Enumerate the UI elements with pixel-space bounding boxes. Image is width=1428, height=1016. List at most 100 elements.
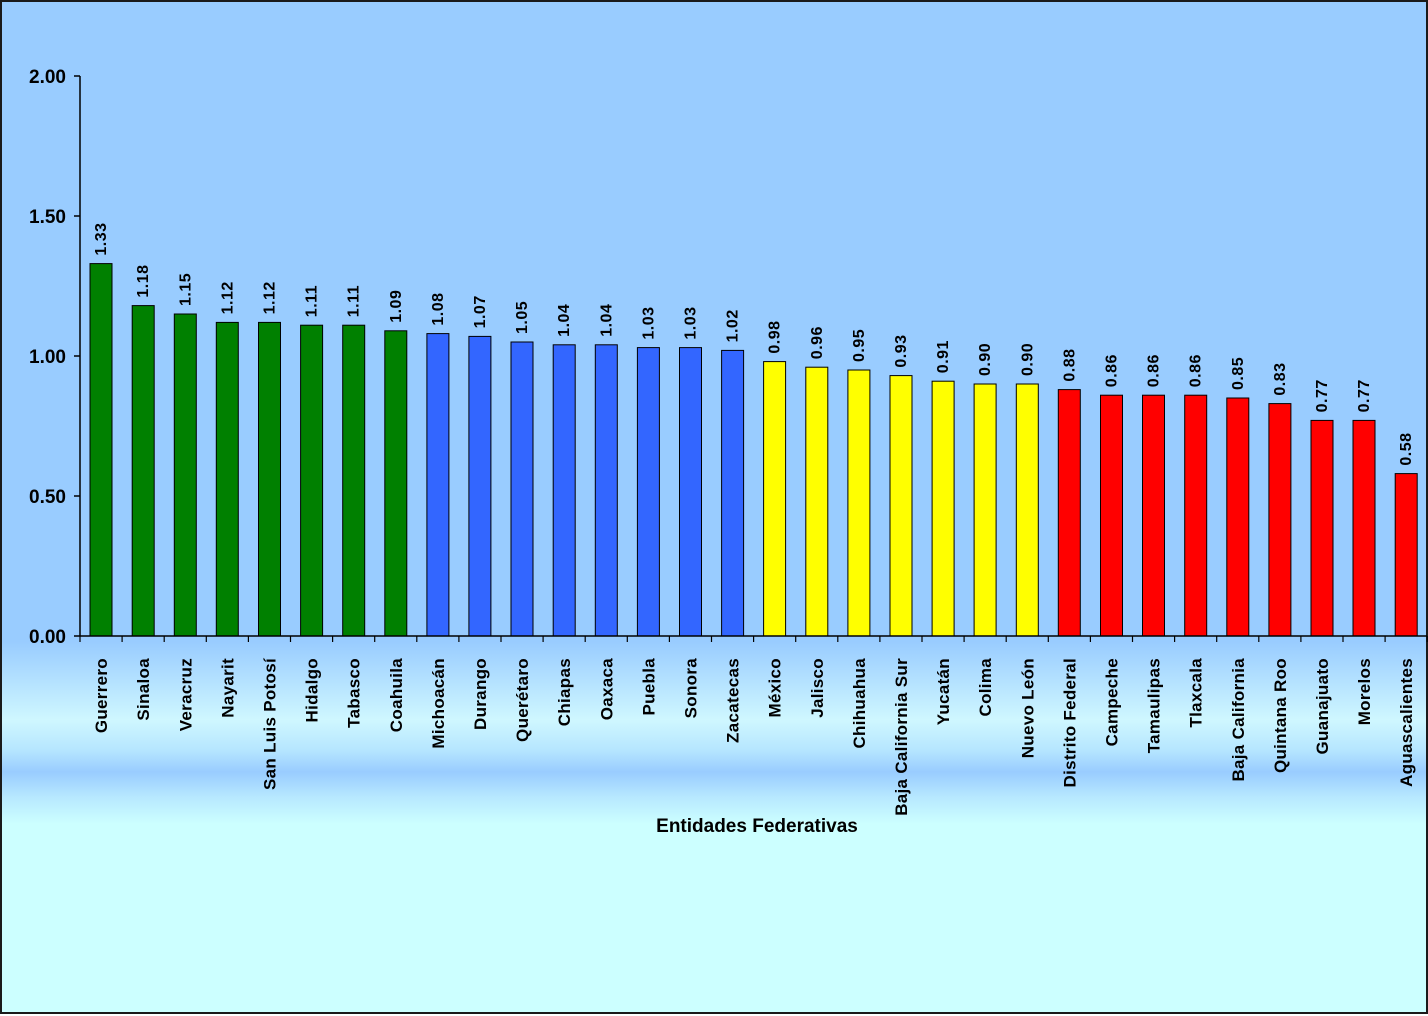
category-label: Puebla bbox=[639, 658, 658, 716]
bar bbox=[1394, 473, 1418, 637]
bar-value-label: 1.09 bbox=[388, 290, 405, 323]
y-tick-label: 0.50 bbox=[29, 487, 66, 508]
category-label: Hidalgo bbox=[303, 658, 322, 722]
category-label: México bbox=[766, 658, 785, 717]
category-label: Aguascalientes bbox=[1397, 658, 1416, 787]
bar-value-label: 1.15 bbox=[177, 273, 194, 306]
bar bbox=[173, 313, 197, 637]
bar bbox=[510, 341, 534, 637]
bar-value-label: 0.86 bbox=[1146, 354, 1163, 387]
bar-value-label: 0.93 bbox=[893, 334, 910, 367]
y-tick-label: 2.00 bbox=[29, 67, 66, 88]
bar-value-label: 1.04 bbox=[598, 304, 615, 337]
bar-value-label: 1.12 bbox=[262, 281, 279, 314]
bar bbox=[384, 330, 408, 637]
bar-value-label: 1.07 bbox=[472, 295, 489, 328]
value-labels-group: 1.33 1.18 1.15 1.12 1.12 1.11 1.11 1.09 1.08 1.07… bbox=[93, 222, 1415, 465]
category-label: Quintana Roo bbox=[1271, 658, 1290, 773]
category-label: Zacatecas bbox=[724, 658, 743, 743]
category-label: Colima bbox=[976, 658, 995, 717]
category-label: Morelos bbox=[1355, 658, 1374, 725]
bar bbox=[931, 380, 955, 637]
category-label: Tabasco bbox=[345, 658, 364, 728]
bar bbox=[258, 321, 281, 637]
category-label: Distrito Federal bbox=[1060, 658, 1079, 788]
category-label: Guerrero bbox=[92, 658, 111, 733]
category-label: Guanajuato bbox=[1313, 658, 1332, 755]
category-label: Sinaloa bbox=[134, 658, 153, 721]
category-label: Durango bbox=[471, 658, 490, 730]
category-label: Sonora bbox=[682, 658, 701, 719]
bar bbox=[847, 369, 871, 637]
bar bbox=[1352, 419, 1376, 637]
bar bbox=[426, 333, 450, 637]
bar-value-label: 1.04 bbox=[556, 304, 573, 337]
bar-value-label: 0.88 bbox=[1061, 348, 1078, 381]
bar bbox=[1057, 389, 1081, 637]
bar bbox=[215, 321, 239, 637]
category-label: Yucatán bbox=[934, 658, 953, 725]
category-label: Tamaulipas bbox=[1145, 658, 1164, 753]
bar bbox=[594, 344, 618, 637]
category-label: Querétaro bbox=[513, 658, 532, 742]
bar-value-label: 0.90 bbox=[1019, 343, 1036, 376]
bar-value-label: 0.77 bbox=[1356, 379, 1373, 412]
category-label: Jalisco bbox=[808, 658, 827, 718]
bar-value-label: 1.03 bbox=[640, 306, 657, 339]
bar-value-label: 1.12 bbox=[219, 281, 236, 314]
bar-value-label: 0.77 bbox=[1314, 379, 1331, 412]
bar bbox=[89, 263, 113, 637]
category-label: Nayarit bbox=[218, 658, 237, 718]
bar bbox=[552, 344, 576, 637]
bar-value-label: 1.02 bbox=[725, 309, 742, 342]
bar-value-label: 1.03 bbox=[683, 306, 700, 339]
category-label: Oaxaca bbox=[597, 658, 616, 721]
bar-value-label: 1.33 bbox=[93, 222, 110, 255]
bar-value-label: 0.95 bbox=[851, 329, 868, 362]
category-label: Nuevo León bbox=[1018, 658, 1037, 758]
bar bbox=[1100, 394, 1123, 637]
bar bbox=[889, 375, 913, 637]
category-label: Coahuila bbox=[387, 658, 406, 732]
bar-value-label: 1.11 bbox=[304, 285, 321, 317]
bar-value-label: 1.11 bbox=[346, 285, 363, 317]
category-label: Veracruz bbox=[176, 658, 195, 731]
bar bbox=[1268, 403, 1292, 637]
bar-value-label: 0.96 bbox=[809, 326, 826, 359]
category-label: Michoacán bbox=[429, 658, 448, 749]
bars-group bbox=[89, 263, 1418, 637]
category-label: Tlaxcala bbox=[1187, 658, 1206, 728]
bar-value-label: 1.08 bbox=[430, 292, 447, 325]
category-labels-group: Guerrero Sinaloa Veracruz Nayarit San Luis P… bbox=[92, 657, 1416, 816]
bar bbox=[973, 383, 997, 637]
bar bbox=[805, 366, 829, 637]
bar bbox=[763, 361, 787, 637]
category-label: Baja California Sur bbox=[892, 658, 911, 816]
category-label: San Luis Potosí bbox=[261, 657, 280, 790]
y-tick-label: 1.50 bbox=[29, 207, 66, 228]
bar-value-label: 0.83 bbox=[1272, 362, 1289, 395]
bar bbox=[342, 324, 366, 637]
bar bbox=[1226, 397, 1250, 637]
bar-value-label: 0.58 bbox=[1398, 432, 1415, 465]
bar bbox=[679, 347, 702, 637]
x-axis-title: Entidades Federativas bbox=[656, 816, 858, 837]
bar bbox=[468, 335, 492, 637]
category-label: Campeche bbox=[1103, 658, 1122, 746]
bar bbox=[1310, 419, 1334, 637]
bar bbox=[131, 305, 155, 637]
y-tick-label: 1.00 bbox=[29, 347, 66, 368]
category-label: Chihuahua bbox=[850, 658, 869, 749]
bar-value-label: 1.18 bbox=[135, 264, 152, 297]
bar bbox=[1142, 394, 1165, 637]
bar bbox=[636, 347, 660, 637]
bar-value-label: 0.90 bbox=[977, 343, 994, 376]
bar-value-label: 0.86 bbox=[1104, 354, 1121, 387]
bar bbox=[300, 324, 324, 637]
bar-value-label: 0.85 bbox=[1230, 357, 1247, 390]
category-label: Chiapas bbox=[555, 658, 574, 726]
bar-value-label: 0.91 bbox=[935, 340, 952, 373]
bar-value-label: 0.98 bbox=[767, 320, 784, 353]
bar bbox=[721, 349, 745, 637]
